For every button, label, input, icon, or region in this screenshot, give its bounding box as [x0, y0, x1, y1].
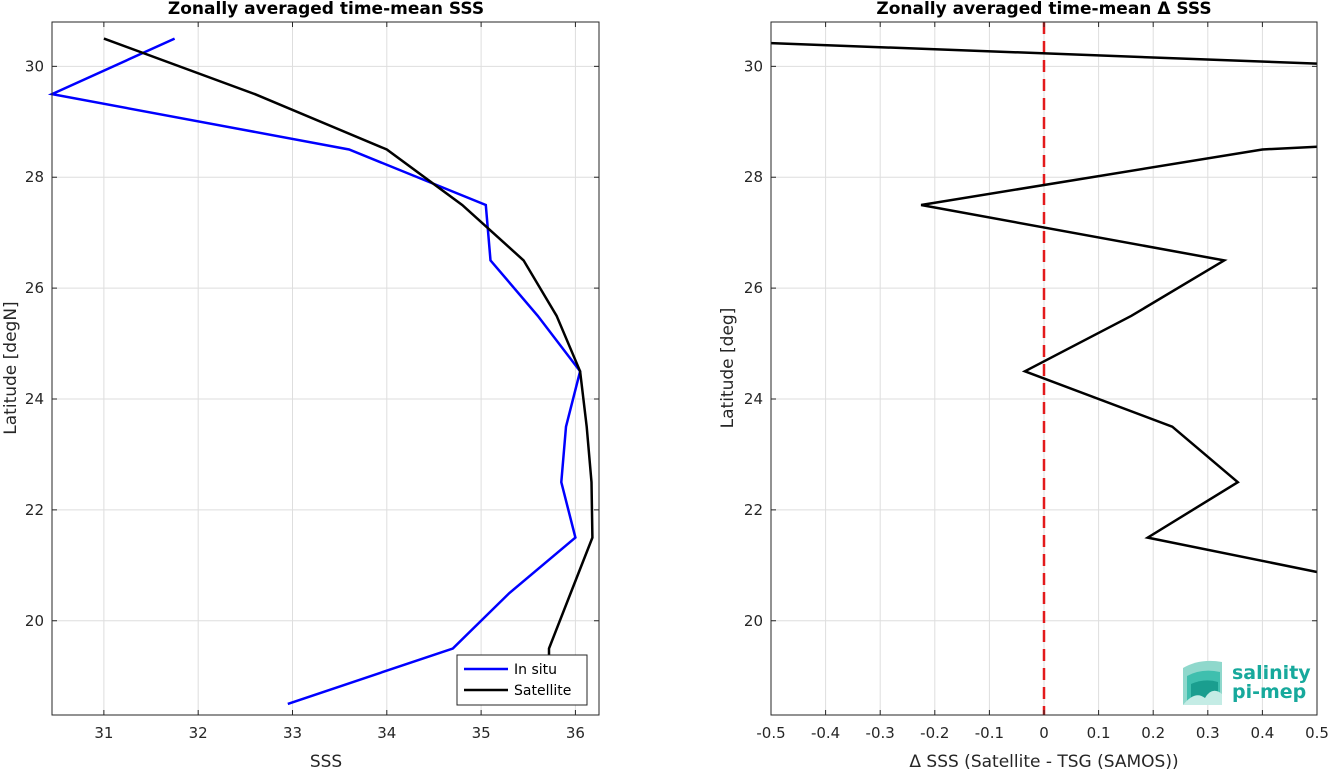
delta-x-tick-label: 0.2	[1141, 724, 1165, 742]
delta-series-line-delta	[770, 41, 1318, 574]
delta-x-axis-label: Δ SSS (Satellite - TSG (SAMOS))	[909, 752, 1178, 769]
sss-y-tick-label: 26	[25, 279, 44, 297]
delta-y-tick-label: 28	[744, 168, 763, 186]
legend-box	[456, 654, 588, 706]
wave-logo-icon	[1183, 660, 1222, 705]
sss-x-tick-label: 35	[472, 724, 491, 742]
legend-in-situ-label: In situ	[514, 662, 557, 678]
delta-x-tick-label: 0.5	[1305, 724, 1329, 742]
logo-text-pi-mep: pi-mep	[1232, 681, 1306, 703]
sss-ticks: 31 32 33 34 35 36 20 22 24 26 28 30	[25, 22, 599, 742]
delta-sss-panel: -0.5 -0.4 -0.3 -0.2 -0.1 0 0.1 0.2 0.3 0.4 0.5 20 22…	[718, 0, 1329, 769]
delta-y-tick-label: 20	[744, 612, 763, 630]
delta-ticks: -0.5 -0.4 -0.3 -0.2 -0.1 0 0.1 0.2 0.3 0.4 0.5 20 22…	[744, 22, 1329, 742]
sss-x-tick-label: 31	[94, 724, 113, 742]
sss-y-axis-label: Latitude [degN]	[1, 301, 21, 434]
delta-x-tick-label: -0.1	[975, 724, 1004, 742]
sss-y-tick-label: 22	[25, 501, 44, 519]
delta-x-tick-label: 0.4	[1250, 724, 1274, 742]
delta-x-tick-label: -0.5	[756, 724, 785, 742]
sss-legend: In situ Satellite	[456, 654, 588, 706]
salinity-pi-mep-logo: salinity pi-mep	[1183, 660, 1311, 705]
sss-series-line-in-situ	[47, 37, 582, 706]
sss-x-tick-label: 33	[283, 724, 302, 742]
delta-x-tick-label: -0.4	[811, 724, 840, 742]
delta-x-tick-label: 0.1	[1087, 724, 1111, 742]
delta-chart-title: Zonally averaged time-mean Δ SSS	[876, 0, 1211, 19]
delta-y-tick-label: 22	[744, 501, 763, 519]
sss-y-tick-label: 20	[25, 612, 44, 630]
sss-grid	[52, 22, 599, 715]
delta-x-tick-label: -0.2	[920, 724, 949, 742]
sss-series	[47, 37, 594, 706]
sss-y-tick-label: 24	[25, 390, 44, 408]
sss-y-tick-label: 30	[25, 57, 44, 75]
sss-y-tick-label: 28	[25, 168, 44, 186]
delta-y-tick-label: 24	[744, 390, 763, 408]
delta-y-tick-label: 30	[744, 57, 763, 75]
sss-panel: 31 32 33 34 35 36 20 22 24 26 28 30 Zonally average…	[1, 0, 600, 769]
sss-series-line-satellite	[103, 37, 594, 657]
sss-x-axis-label: SSS	[310, 752, 342, 769]
sss-x-tick-label: 36	[566, 724, 585, 742]
sss-chart-title: Zonally averaged time-mean SSS	[168, 0, 484, 19]
legend-satellite-label: Satellite	[514, 683, 571, 699]
sss-axes-box	[51, 21, 600, 716]
logo-text-salinity: salinity	[1232, 662, 1311, 684]
delta-series	[770, 22, 1318, 715]
delta-x-tick-label: 0.3	[1196, 724, 1220, 742]
delta-y-tick-label: 26	[744, 279, 763, 297]
delta-x-tick-label: 0	[1039, 724, 1049, 742]
sss-x-tick-label: 32	[189, 724, 208, 742]
delta-y-axis-label: Latitude [deg]	[718, 308, 738, 429]
sss-x-tick-label: 34	[377, 724, 396, 742]
delta-x-tick-label: -0.3	[866, 724, 895, 742]
